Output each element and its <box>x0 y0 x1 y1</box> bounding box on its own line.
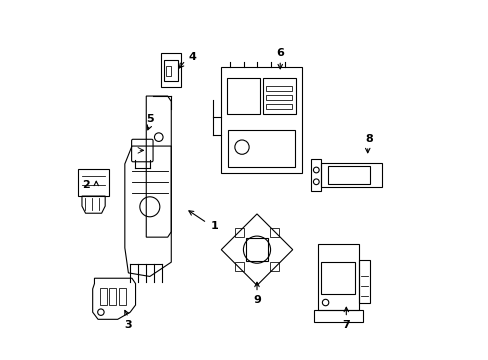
Bar <box>265 104 291 109</box>
Bar <box>269 228 278 237</box>
Bar <box>328 166 369 184</box>
Bar <box>311 159 321 191</box>
Bar <box>160 53 181 87</box>
Bar <box>226 78 259 114</box>
Text: 8: 8 <box>364 134 372 144</box>
Text: 6: 6 <box>276 48 284 58</box>
Bar <box>263 78 295 114</box>
Bar <box>358 260 369 303</box>
Bar <box>221 67 301 173</box>
Text: 9: 9 <box>253 295 261 305</box>
Text: 5: 5 <box>146 114 153 124</box>
Bar <box>227 130 294 167</box>
Bar <box>164 60 177 81</box>
Bar <box>245 238 268 261</box>
Bar <box>235 228 244 237</box>
Text: 7: 7 <box>342 320 349 330</box>
Text: 2: 2 <box>81 180 89 190</box>
Bar <box>321 262 354 294</box>
Bar <box>269 262 278 271</box>
Text: 1: 1 <box>210 221 218 231</box>
Bar <box>235 262 244 271</box>
Text: 3: 3 <box>124 320 132 330</box>
Bar <box>100 288 106 305</box>
Bar <box>166 66 170 76</box>
Bar <box>78 169 108 196</box>
Bar <box>108 288 115 305</box>
Bar <box>313 310 363 322</box>
Text: 4: 4 <box>188 52 196 62</box>
Bar <box>265 95 291 100</box>
Bar <box>321 163 381 187</box>
Bar <box>265 86 291 91</box>
Bar <box>119 288 125 305</box>
Bar <box>317 244 358 310</box>
